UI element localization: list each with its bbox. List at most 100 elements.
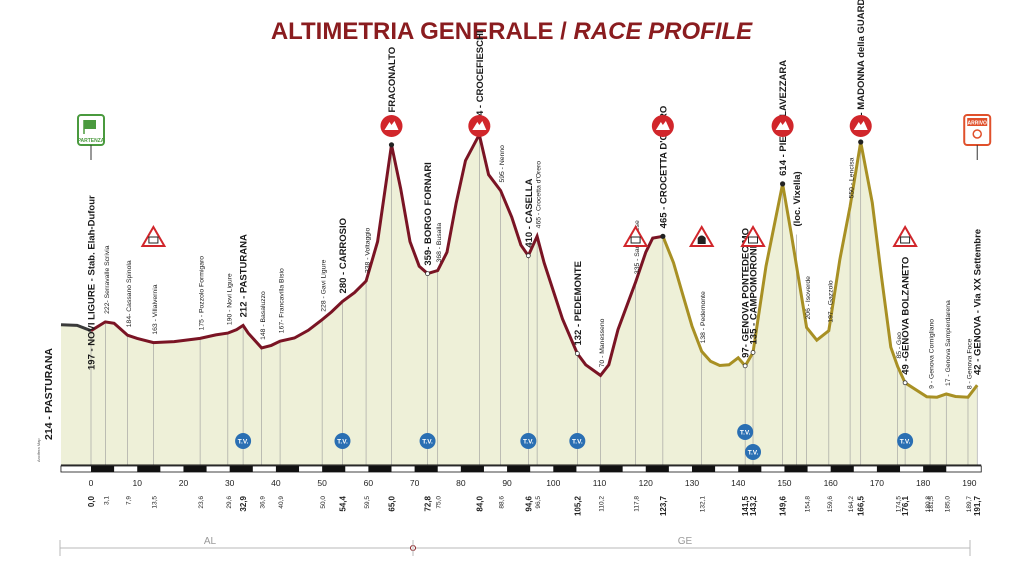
- gpm-mountain-glyph: [853, 121, 868, 130]
- km-axis-segment: [460, 466, 484, 472]
- gpm-mountain-glyph: [472, 121, 487, 130]
- location-label: 197 - NOVI LIGURE - Stab. Elah-Dufour: [87, 195, 98, 370]
- km-axis-segment: [507, 466, 531, 472]
- km-label: 189,7: [966, 496, 973, 513]
- tv-marker-label: T.V.: [900, 439, 911, 446]
- location-label: 42 - GENOVA - Via XX Settembre: [973, 229, 984, 375]
- town-dot: [750, 350, 756, 355]
- tv-marker-icon: [334, 433, 351, 449]
- km-tick-label: 80: [456, 478, 466, 488]
- km-tick-label: 120: [639, 478, 653, 488]
- km-axis-segment: [599, 466, 623, 472]
- start-sign-label: PARTENZA: [78, 138, 105, 144]
- location-label: 135 - CAMPOMORONE: [749, 242, 760, 344]
- km-label: 54,4: [338, 495, 347, 511]
- km-label: 185,0: [944, 496, 951, 513]
- km-label: 110,2: [598, 496, 605, 512]
- tv-marker-label: T.V.: [572, 439, 583, 446]
- km-label: 36,9: [260, 496, 267, 509]
- tv-marker-label: T.V.: [238, 439, 249, 446]
- km-label: 84,0: [475, 495, 484, 511]
- km-label: 50,0: [320, 496, 327, 509]
- footer-mark: Ancifera Map: [36, 438, 41, 462]
- km-label: 94,6: [524, 495, 533, 511]
- location-label: 190 - Novi Ligure: [226, 273, 233, 325]
- km-tick-label: 60: [364, 478, 374, 488]
- km-tick-label: 130: [685, 478, 699, 488]
- km-axis-segment: [229, 466, 253, 472]
- km-label: 132,1: [700, 496, 707, 513]
- km-axis-segment: [137, 466, 161, 472]
- town-dot: [574, 351, 580, 356]
- km-label: 105,2: [573, 495, 582, 516]
- location-label: 338 - Voltaggio: [365, 227, 372, 273]
- km-label: 88,6: [499, 496, 506, 509]
- tv-marker-label: T.V.: [422, 439, 433, 446]
- tv-marker-label: T.V.: [740, 430, 751, 437]
- location-label: 163 - Villalvernia: [152, 284, 159, 334]
- km-axis-segment: [183, 466, 207, 472]
- location-label: 70 - Manesseno: [599, 318, 606, 367]
- km-tick-label: 110: [593, 478, 607, 488]
- location-label: 725 - FRACONALTO: [387, 47, 398, 137]
- railway-crossing-glyph: [148, 236, 159, 244]
- km-tick-label: 90: [502, 478, 512, 488]
- location-label: 138 - Pedemonte: [700, 291, 707, 343]
- km-axis-segment: [645, 466, 669, 472]
- location-label: 197 - Gazzolo: [827, 280, 834, 323]
- location-label: 49 -GENOVA BOLZANETO: [901, 257, 912, 375]
- km-label: 154,8: [805, 496, 812, 513]
- km-label: 59,5: [364, 496, 371, 509]
- km-tick-label: 10: [132, 478, 142, 488]
- km-axis-segment: [91, 466, 115, 472]
- km-axis-segment: [923, 466, 947, 472]
- tv-marker-label: T.V.: [523, 439, 534, 446]
- town-dot: [902, 380, 908, 386]
- km-axis-segment: [830, 466, 854, 472]
- location-label: 17 - Genova Sampierdarena: [945, 300, 952, 386]
- km-label: 123,7: [659, 495, 668, 516]
- location-label: 175 - Pozzolo Formigaro: [199, 256, 206, 331]
- km-label: 96,5: [535, 496, 542, 509]
- tv-marker-icon: [419, 433, 436, 449]
- location-label: 132 - PEDEMONTE: [573, 261, 584, 345]
- summit-dot: [660, 233, 666, 239]
- location-label: 280 - CARROSIO: [338, 218, 349, 294]
- km-label: 191,7: [973, 495, 982, 516]
- title-italic: RACE PROFILE: [573, 18, 753, 45]
- km-axis-segment: [275, 466, 300, 472]
- location-label: 212 - PASTURANA: [239, 234, 250, 317]
- tv-marker-label: T.V.: [337, 439, 348, 446]
- summit-dot: [780, 181, 786, 187]
- km-tick-label: 180: [916, 478, 930, 488]
- km-label: 117,8: [634, 496, 641, 512]
- km-label: 149,6: [779, 495, 788, 516]
- town-dot: [742, 363, 748, 369]
- location-label: 85 - Geo: [896, 332, 903, 359]
- km-axis-segment: [414, 466, 438, 472]
- location-label: 148 - Basaluzzo: [260, 291, 267, 340]
- gpm-mountain-glyph: [384, 121, 399, 130]
- railway-crossing-glyph: [748, 236, 759, 244]
- km-tick-label: 40: [271, 478, 281, 488]
- km-tick-label: 0: [89, 478, 94, 488]
- km-tick-label: 20: [179, 478, 189, 488]
- finish-sign-label: ARRIVO: [968, 121, 988, 127]
- location-label: 228 - Gavi Ligure: [321, 259, 328, 311]
- km-label: 0,0: [87, 495, 96, 507]
- km-label: 13,5: [151, 496, 158, 509]
- location-label: 8 - Genova Foce: [966, 338, 973, 389]
- profile-line-ge: [661, 141, 979, 399]
- km-label: 65,0: [387, 495, 396, 511]
- page-title: ALTIMETRIA GENERALE / RACE PROFILE: [0, 18, 1023, 46]
- km-tick-label: 70: [410, 478, 420, 488]
- location-label: 368 - Busalla: [436, 223, 443, 263]
- km-label: 3,1: [103, 496, 110, 505]
- tv-marker-icon: [520, 433, 537, 449]
- start-location-label: 214 - PASTURANA: [43, 348, 55, 440]
- location-label: 184- Cassano Spinola: [126, 260, 133, 327]
- tv-marker-icon: [745, 444, 762, 460]
- location-label: 9 - Genova Cornigliano: [929, 319, 936, 389]
- km-label: 181,5: [928, 496, 935, 513]
